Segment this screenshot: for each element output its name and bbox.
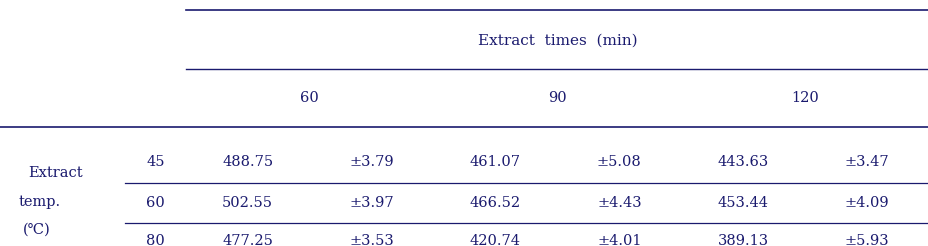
Text: 120: 120 [791,92,818,105]
Text: (℃): (℃) [23,223,51,237]
Text: 90: 90 [548,92,566,105]
Text: 60: 60 [146,196,165,210]
Text: ±5.08: ±5.08 [597,155,641,169]
Text: 461.07: 461.07 [470,155,521,169]
Text: ±4.43: ±4.43 [597,196,641,210]
Text: ±4.09: ±4.09 [844,196,888,210]
Text: Extract: Extract [28,167,83,180]
Text: ±3.97: ±3.97 [349,196,393,210]
Text: ±4.01: ±4.01 [597,234,641,246]
Text: 453.44: 453.44 [717,196,767,210]
Text: 389.13: 389.13 [716,234,768,246]
Text: 443.63: 443.63 [716,155,768,169]
Text: 466.52: 466.52 [470,196,521,210]
Text: ±5.93: ±5.93 [844,234,888,246]
Text: Extract  times  (min): Extract times (min) [477,34,637,47]
Text: 45: 45 [147,155,164,169]
Text: ±3.53: ±3.53 [349,234,393,246]
Text: temp.: temp. [19,195,60,209]
Text: 502.55: 502.55 [222,196,273,210]
Text: ±3.47: ±3.47 [844,155,888,169]
Text: 420.74: 420.74 [470,234,521,246]
Text: 80: 80 [146,234,165,246]
Text: 60: 60 [300,92,318,105]
Text: 477.25: 477.25 [222,234,273,246]
Text: ±3.79: ±3.79 [349,155,393,169]
Text: 488.75: 488.75 [222,155,273,169]
